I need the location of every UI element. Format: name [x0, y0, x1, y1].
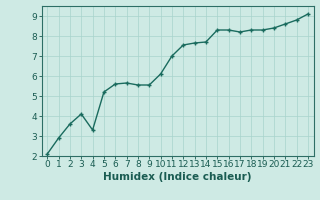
- X-axis label: Humidex (Indice chaleur): Humidex (Indice chaleur): [103, 172, 252, 182]
